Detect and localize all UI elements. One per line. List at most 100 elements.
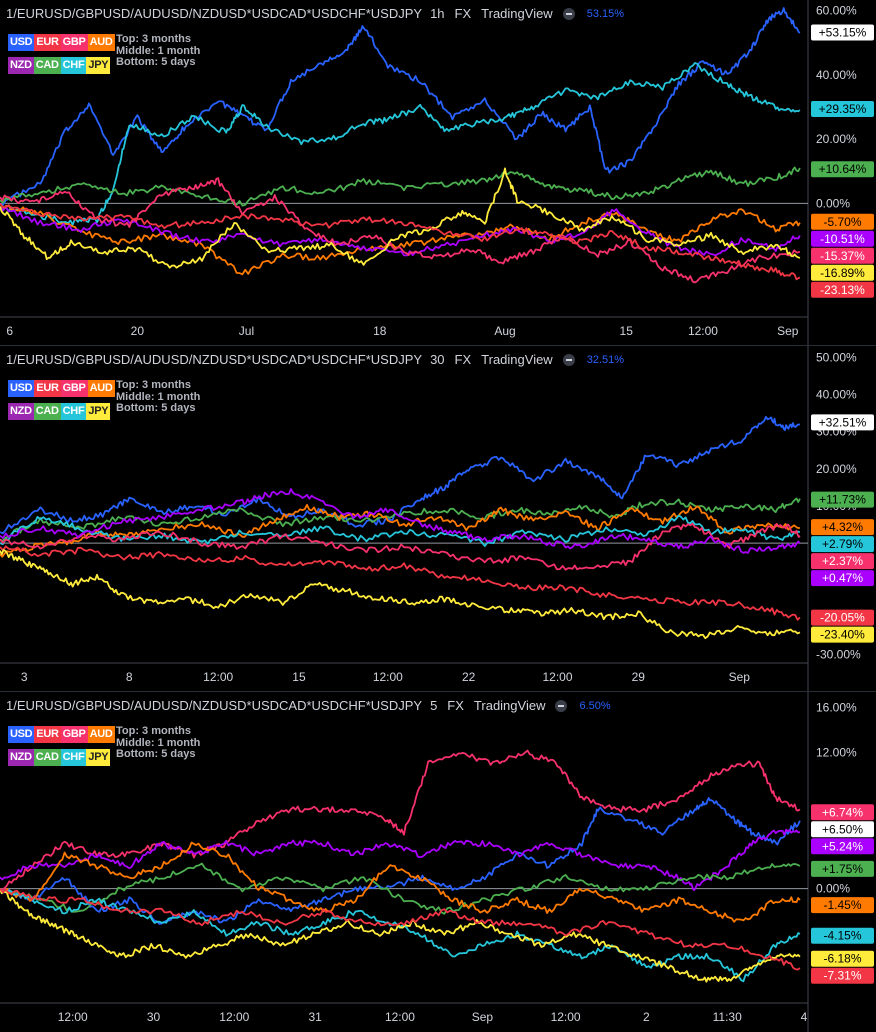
legend-note: Top: 3 months (116, 379, 191, 391)
legend-chip-aud: AUD (87, 34, 115, 51)
y-tick-label: 40.00% (816, 68, 857, 82)
legend-row: USD EUR GBP AUD (8, 34, 115, 51)
svg-text:-10.51%: -10.51% (820, 232, 865, 246)
x-tick-label: 12:00 (385, 1010, 415, 1024)
end-value-label-aud: +4.32% (811, 519, 874, 536)
timeframe: 1h (430, 6, 445, 21)
x-tick-label: 18 (373, 324, 387, 338)
x-tick-label: 12:00 (551, 1010, 581, 1024)
series-line-eur (0, 888, 801, 971)
chart-svg-2[interactable]: 50.00%40.00%30.00%20.00%10.00%-30.00%381… (0, 346, 876, 691)
svg-text:-1.45%: -1.45% (823, 898, 861, 912)
timeframe: 30 (430, 352, 445, 367)
svg-text:-16.89%: -16.89% (820, 266, 865, 280)
x-tick-label: 2 (643, 1010, 650, 1024)
series-line-eur (0, 202, 801, 281)
svg-text:+6.50%: +6.50% (822, 822, 863, 836)
collapse-icon[interactable] (555, 699, 568, 712)
legend-notes: Top: 3 months Middle: 1 month Bottom: 5 da… (116, 33, 200, 69)
series-line-aud (0, 504, 801, 558)
x-tick-label: Sep (472, 1010, 494, 1024)
svg-text:+29.35%: +29.35% (819, 102, 867, 116)
end-value-label-usd: +6.50% (811, 821, 874, 838)
end-value-label-aud: -1.45% (811, 897, 874, 914)
legend-chip-gbp: GBP (60, 34, 88, 51)
series-line-nzd (0, 828, 801, 891)
last-value: 53.15% (586, 7, 625, 20)
legend-chip-nzd: NZD (8, 749, 34, 766)
end-value-label-eur: -7.31% (811, 967, 874, 984)
series-line-usd (0, 797, 801, 925)
end-value-label-usd: +32.51% (811, 414, 874, 431)
chart-svg-3[interactable]: 16.00%12.00%4.00%0.00%12:003012:003112:0… (0, 692, 876, 1032)
series-line-nzd (0, 488, 801, 554)
legend-chip-usd: USD (8, 34, 35, 51)
svg-text:+5.24%: +5.24% (822, 839, 863, 853)
x-tick-label: 15 (292, 670, 306, 684)
end-value-label-cad: +10.64% (811, 161, 874, 178)
svg-text:+1.75%: +1.75% (822, 862, 863, 876)
legend-chip-eur: EUR (34, 726, 61, 743)
end-value-label-eur: -23.13% (811, 281, 874, 298)
series-line-nzd (0, 205, 801, 257)
legend-chip-chf: CHF (60, 749, 87, 766)
series-line-cad (0, 166, 801, 207)
end-value-label-nzd: +5.24% (811, 838, 874, 855)
legend-note: Bottom: 5 days (116, 56, 196, 68)
series-line-gbp (0, 749, 801, 891)
legend-chip-usd: USD (8, 726, 35, 743)
end-value-label-jpy: -16.89% (811, 264, 874, 281)
end-value-label-eur: -20.05% (811, 609, 874, 626)
svg-text:+0.47%: +0.47% (822, 571, 863, 585)
svg-text:-6.18%: -6.18% (823, 952, 861, 966)
svg-text:-23.13%: -23.13% (820, 283, 865, 297)
chart-panel-1: 60.00% 40.00% 20.00% 0.00% 6 20 Jul 18 Aug 15 12:0… (0, 0, 876, 345)
svg-text:+4.32%: +4.32% (822, 520, 863, 534)
svg-text:+6.74%: +6.74% (822, 805, 863, 819)
legend-note: Middle: 1 month (116, 390, 201, 403)
end-value-label-usd: +53.15% (811, 24, 874, 41)
legend-note: Bottom: 5 days (116, 748, 196, 760)
x-tick-label: Jul (239, 324, 254, 338)
x-tick-label: Aug (494, 324, 515, 338)
y-tick-label: -30.00% (816, 648, 861, 662)
chart-svg-1[interactable]: 60.00% 40.00% 20.00% 0.00% 6 20 Jul 18 Aug 15 12:0… (0, 0, 876, 345)
currency-legend: USD EUR GBP AUD NZD CAD CHF JPY (8, 34, 115, 80)
legend-row: NZD CAD CHF JPY (8, 403, 115, 420)
end-value-label-chf: +2.79% (811, 536, 874, 553)
series-line-chf (0, 514, 801, 547)
exchange: FX (447, 698, 464, 713)
svg-text:+53.15%: +53.15% (819, 25, 867, 39)
y-tick-label: 12.00% (816, 746, 857, 760)
series-line-cad (0, 862, 801, 915)
x-tick-label: Sep (729, 670, 751, 684)
y-tick-label: 0.00% (816, 882, 850, 896)
x-tick-label: 12:00 (373, 670, 403, 684)
x-tick-label: 4 (801, 1010, 808, 1024)
chart-header: 1/EURUSD/GBPUSD/AUDUSD/NZDUSD*USDCAD*USD… (6, 6, 624, 21)
legend-chip-cad: CAD (33, 57, 61, 74)
series-line-aud (0, 841, 801, 923)
currency-legend: USD EUR GBP AUD NZD CAD CHF JPY (8, 726, 115, 772)
svg-text:+2.79%: +2.79% (822, 537, 863, 551)
svg-text:-7.31%: -7.31% (823, 969, 861, 983)
timeframe: 5 (430, 698, 438, 713)
legend-chip-usd: USD (8, 380, 35, 397)
svg-text:+10.64%: +10.64% (819, 162, 867, 176)
x-tick-label: 22 (462, 670, 476, 684)
end-value-label-gbp: +2.37% (811, 553, 874, 570)
symbol-name: 1/EURUSD/GBPUSD/AUDUSD/NZDUSD*USDCAD*USD… (6, 698, 423, 713)
series-line-eur (0, 545, 801, 621)
symbol-name: 1/EURUSD/GBPUSD/AUDUSD/NZDUSD*USDCAD*USD… (6, 352, 423, 367)
collapse-icon[interactable] (562, 353, 575, 366)
legend-chip-gbp: GBP (60, 380, 88, 397)
svg-text:-4.15%: -4.15% (823, 929, 861, 943)
y-tick-label: 20.00% (816, 132, 857, 146)
x-tick-label: 31 (308, 1010, 322, 1024)
series-line-chf (0, 888, 801, 983)
y-tick-label: 60.00% (816, 3, 857, 17)
collapse-icon[interactable] (562, 7, 575, 20)
legend-row: USD EUR GBP AUD (8, 726, 115, 743)
end-value-label-nzd: -10.51% (811, 230, 874, 247)
end-value-label-nzd: +0.47% (811, 570, 874, 587)
